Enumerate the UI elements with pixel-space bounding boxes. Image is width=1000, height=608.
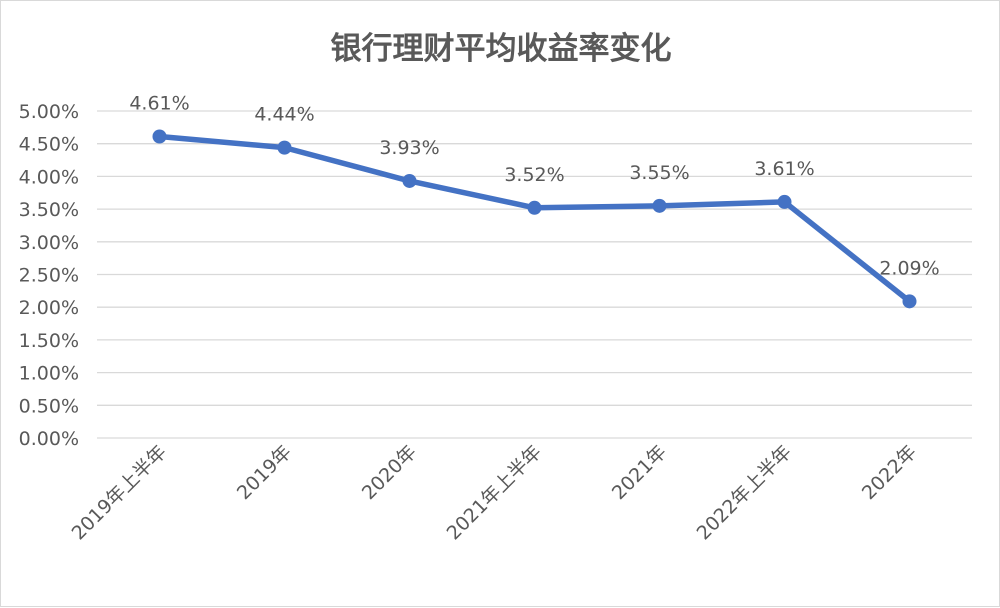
data-label: 2.09% — [879, 257, 939, 279]
y-tick-label: 1.00% — [19, 363, 79, 385]
chart-title: 银行理财平均收益率变化 — [331, 31, 672, 67]
y-tick-label: 0.50% — [19, 395, 79, 417]
y-tick-label: 3.00% — [19, 232, 79, 254]
x-tick-label: 2021年 — [608, 441, 671, 504]
x-tick-label: 2019年 — [233, 441, 296, 504]
data-label: 3.55% — [629, 162, 689, 184]
data-label: 4.61% — [129, 93, 189, 115]
y-tick-label: 5.00% — [19, 101, 79, 123]
data-point — [652, 198, 667, 213]
y-tick-label: 2.00% — [19, 297, 79, 319]
data-point — [277, 140, 292, 155]
data-label: 3.61% — [754, 158, 814, 180]
y-tick-label: 0.00% — [19, 428, 79, 450]
data-point — [402, 173, 417, 188]
x-tick-label: 2020年 — [358, 441, 421, 504]
data-point — [152, 129, 167, 144]
y-tick-label: 3.50% — [19, 199, 79, 221]
y-tick-label: 1.50% — [19, 330, 79, 352]
data-point — [777, 194, 792, 209]
data-label: 4.44% — [254, 104, 314, 126]
data-label: 3.93% — [379, 137, 439, 159]
data-point — [527, 200, 542, 215]
y-tick-label: 4.50% — [19, 134, 79, 156]
data-label: 3.52% — [504, 164, 564, 186]
y-tick-label: 2.50% — [19, 265, 79, 287]
y-tick-label: 4.00% — [19, 166, 79, 188]
x-tick-label: 2022年上半年 — [693, 441, 796, 544]
x-tick-label: 2019年上半年 — [68, 441, 171, 544]
data-point — [902, 294, 917, 309]
x-tick-label: 2022年 — [858, 441, 921, 504]
x-tick-label: 2021年上半年 — [443, 441, 546, 544]
